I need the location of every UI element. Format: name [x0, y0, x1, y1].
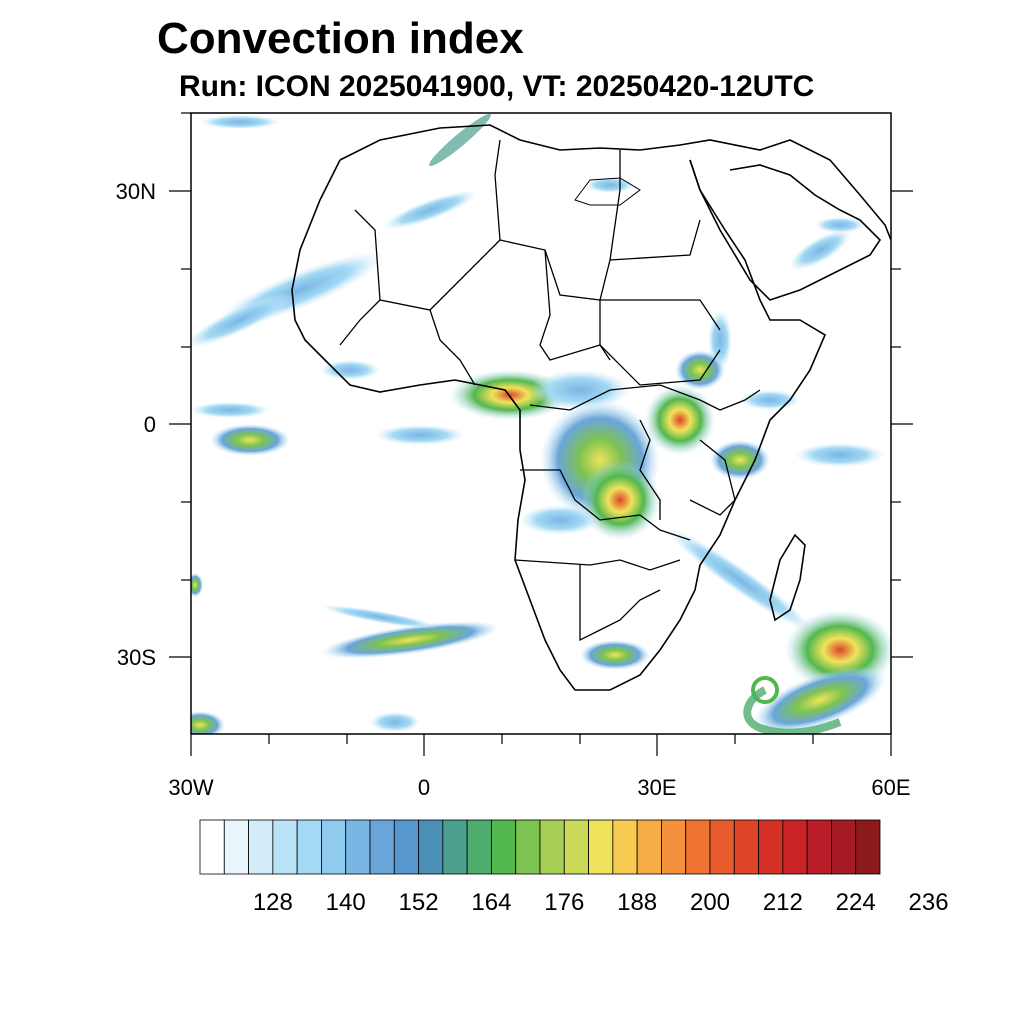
- borders: [339, 139, 761, 642]
- colorbar-swatch: [855, 819, 881, 875]
- map-subtitle: Run: ICON 2025041900, VT: 20250420-12UTC: [179, 70, 815, 103]
- colorbar-swatch: [709, 819, 735, 875]
- coastlines: [291, 124, 891, 691]
- colorbar-swatch: [418, 819, 444, 875]
- lon-label-60e: 60E: [871, 775, 911, 800]
- colorbar-swatch: [369, 819, 395, 875]
- axis-ticks: [169, 112, 913, 756]
- colorbar-tick-label: 128: [252, 889, 293, 916]
- map-title: Convection index: [157, 14, 524, 63]
- colorbar-swatch: [685, 819, 711, 875]
- colorbar-swatch: [393, 819, 419, 875]
- colorbar-swatch: [199, 819, 225, 875]
- colorbar-swatch: [466, 819, 492, 875]
- colorbar-swatch: [539, 819, 565, 875]
- colorbar-tick-label: 164: [471, 889, 512, 916]
- colorbar-swatch: [563, 819, 589, 875]
- colorbar-swatch: [223, 819, 249, 875]
- lon-label-30w: 30W: [168, 775, 214, 800]
- colorbar-tick-label: 236: [908, 889, 949, 916]
- lat-label-30n: 30N: [115, 179, 156, 204]
- colorbar-tick-label: 200: [689, 889, 731, 916]
- colorbar-swatch: [612, 819, 638, 875]
- lat-label-0: 0: [143, 412, 156, 437]
- lon-label-0: 0: [417, 775, 431, 800]
- colorbar-swatch: [272, 819, 298, 875]
- colorbar-swatch: [661, 819, 687, 875]
- colorbar-swatch: [321, 819, 347, 875]
- colorbar-swatch: [806, 819, 832, 875]
- colorbar-swatch: [733, 819, 759, 875]
- colorbar-swatch: [491, 819, 517, 875]
- colorbar-tick-label: 224: [835, 889, 876, 916]
- colorbar-swatch: [636, 819, 662, 875]
- colorbar-swatch: [515, 819, 541, 875]
- colorbar: [199, 819, 881, 875]
- colorbar-swatch: [248, 819, 274, 875]
- colorbar-swatch: [588, 819, 614, 875]
- lon-label-30e: 30E: [637, 775, 677, 800]
- colorbar-swatch: [758, 819, 784, 875]
- colorbar-swatch: [831, 819, 857, 875]
- plot-area: [191, 113, 891, 734]
- colorbar-tick-label: 188: [617, 889, 658, 916]
- lat-label-30s: 30S: [116, 645, 156, 670]
- colorbar-tick-label: 212: [762, 889, 803, 916]
- colorbar-swatch: [296, 819, 322, 875]
- colorbar-swatch: [345, 819, 371, 875]
- colorbar-tick-label: 176: [544, 889, 585, 916]
- colorbar-swatch: [442, 819, 468, 875]
- colorbar-tick-label: 152: [398, 889, 439, 916]
- colorbar-tick-label: 140: [325, 889, 366, 916]
- colorbar-swatch: [782, 819, 808, 875]
